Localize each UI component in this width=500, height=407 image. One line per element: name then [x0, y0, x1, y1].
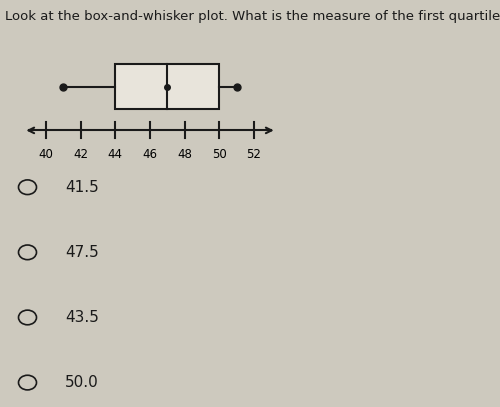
Text: 50.0: 50.0: [65, 375, 99, 390]
Text: 43.5: 43.5: [65, 310, 99, 325]
Text: 47.5: 47.5: [65, 245, 99, 260]
Text: 41.5: 41.5: [65, 180, 99, 195]
Text: Look at the box-and-whisker plot. What is the measure of the first quartile (Q₁): Look at the box-and-whisker plot. What i…: [5, 10, 500, 23]
Bar: [116, 64, 220, 109]
